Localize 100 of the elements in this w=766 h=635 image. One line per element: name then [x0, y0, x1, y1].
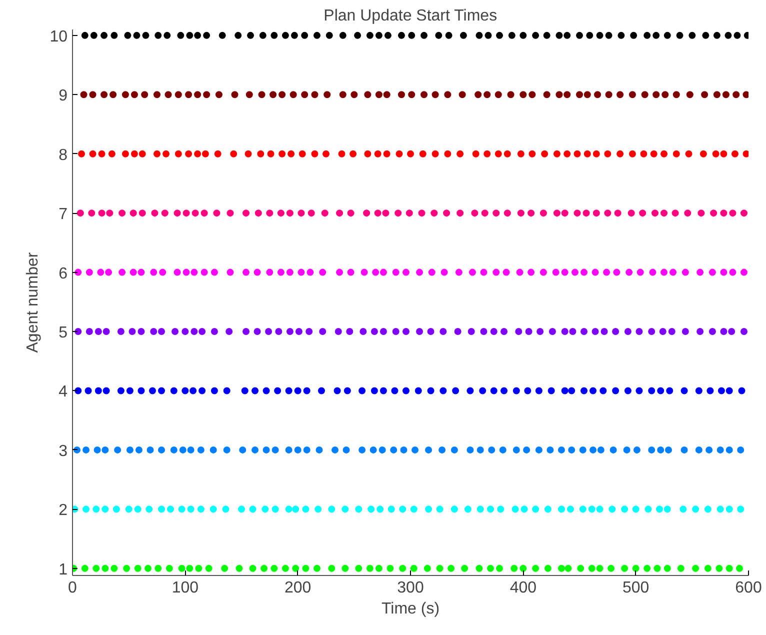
point — [517, 150, 524, 158]
point — [226, 210, 234, 217]
point — [399, 506, 406, 513]
point — [402, 328, 410, 336]
point — [564, 564, 572, 572]
point — [360, 328, 367, 336]
point — [636, 268, 644, 276]
point — [302, 506, 310, 513]
point — [355, 506, 362, 513]
point — [375, 91, 382, 98]
point — [734, 32, 741, 39]
point — [126, 387, 134, 394]
point — [190, 328, 198, 336]
point — [277, 210, 284, 217]
point — [130, 91, 138, 98]
point — [151, 210, 158, 217]
point — [202, 150, 209, 158]
point — [624, 387, 632, 394]
point — [226, 268, 234, 276]
point — [197, 506, 204, 513]
point — [347, 268, 354, 276]
point — [568, 387, 576, 394]
point — [600, 328, 608, 336]
point — [670, 268, 677, 276]
point — [520, 32, 527, 39]
point — [246, 91, 253, 98]
point — [222, 506, 230, 513]
point — [182, 210, 190, 217]
point — [138, 328, 145, 336]
point — [242, 210, 250, 217]
point — [444, 150, 452, 158]
point — [97, 268, 104, 276]
point — [205, 564, 212, 572]
point — [580, 387, 588, 394]
point — [408, 32, 416, 39]
point — [378, 446, 386, 454]
point — [172, 328, 179, 336]
point — [80, 91, 88, 98]
point — [484, 91, 491, 98]
point — [288, 150, 295, 158]
point — [720, 268, 728, 276]
point — [277, 268, 284, 276]
point — [332, 446, 339, 454]
point — [372, 268, 380, 276]
point — [150, 268, 158, 276]
point — [185, 91, 192, 98]
point — [605, 32, 612, 39]
point — [286, 328, 294, 336]
point — [187, 446, 194, 454]
point — [303, 446, 310, 454]
point — [203, 91, 210, 98]
point — [628, 91, 636, 98]
point — [479, 387, 486, 394]
point — [443, 210, 450, 217]
point — [657, 446, 664, 454]
point — [396, 150, 403, 158]
point — [375, 32, 382, 39]
point — [302, 564, 310, 572]
point — [154, 150, 160, 158]
point — [336, 210, 344, 217]
point — [354, 32, 362, 39]
point — [608, 564, 615, 572]
point — [328, 564, 336, 572]
point — [584, 91, 591, 98]
x-axis-title: Time (s) — [381, 600, 440, 618]
point — [122, 91, 129, 98]
point — [110, 564, 118, 572]
point — [418, 210, 426, 217]
point — [402, 387, 410, 394]
point — [440, 268, 448, 276]
point — [665, 446, 672, 454]
point — [383, 91, 390, 98]
point — [416, 268, 424, 276]
point — [398, 91, 405, 98]
point — [626, 268, 633, 276]
point — [543, 32, 550, 39]
point — [210, 446, 217, 454]
point — [223, 446, 230, 454]
point — [480, 328, 488, 336]
point — [580, 268, 588, 276]
point — [81, 32, 88, 39]
point — [544, 564, 552, 572]
point — [210, 506, 217, 513]
point — [738, 387, 746, 394]
point — [464, 506, 472, 513]
point — [481, 210, 488, 217]
point — [364, 91, 372, 98]
point — [167, 506, 174, 513]
point — [177, 32, 184, 39]
point — [195, 564, 202, 572]
point — [569, 328, 576, 336]
point — [89, 91, 96, 98]
point — [577, 564, 584, 572]
point — [504, 210, 511, 217]
point — [548, 387, 555, 394]
point — [466, 387, 474, 394]
point — [432, 150, 439, 158]
point — [731, 150, 738, 158]
point — [523, 446, 530, 454]
point — [84, 387, 92, 394]
